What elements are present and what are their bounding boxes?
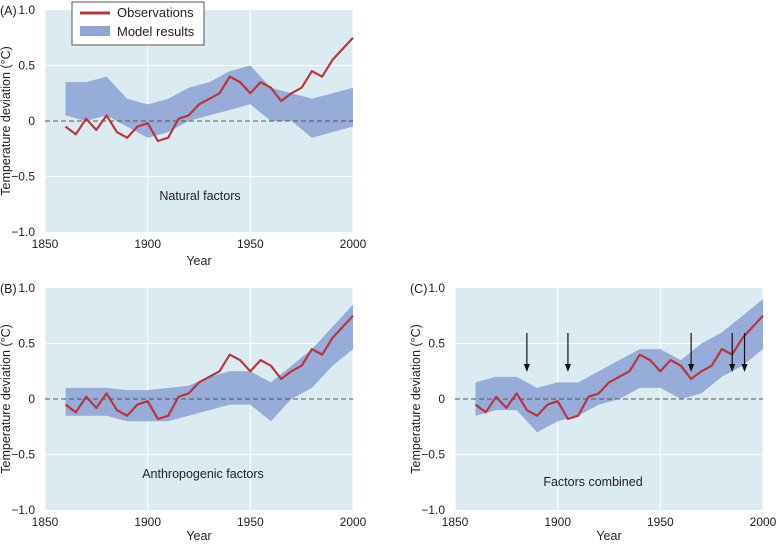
y-tick-label: −0.5 bbox=[421, 448, 445, 462]
observations-line bbox=[64, 37, 354, 143]
legend-box bbox=[71, 1, 205, 46]
x-axis-label: Year bbox=[186, 529, 211, 543]
y-tick-label: −1.0 bbox=[11, 503, 35, 517]
event-arrow bbox=[523, 333, 530, 372]
y-ticks: 1.0 0.5 0 −0.5 −1.0 bbox=[421, 281, 445, 517]
panel-label: (A) bbox=[0, 4, 17, 18]
x-tick-label: 1950 bbox=[647, 515, 674, 529]
y-tick-label: 0.5 bbox=[428, 337, 445, 351]
observations-line-layer bbox=[64, 315, 354, 421]
y-tick-label: −1.0 bbox=[11, 225, 35, 239]
x-tick-label: 1850 bbox=[442, 515, 469, 529]
legend-observations-label: Observations bbox=[117, 5, 194, 20]
x-tick-label: 1850 bbox=[32, 515, 59, 529]
y-tick-label: 1.0 bbox=[428, 281, 445, 295]
x-tick-label: 1900 bbox=[134, 237, 161, 251]
x-ticks: 1850 1900 1950 2000 bbox=[32, 515, 367, 529]
x-tick-label: 2000 bbox=[340, 515, 367, 529]
observations-line bbox=[64, 315, 354, 421]
model-band-layer bbox=[65, 304, 353, 422]
panel-label: (B) bbox=[0, 282, 17, 296]
x-axis-label: Year bbox=[186, 254, 211, 268]
y-tick-label: 0.5 bbox=[18, 59, 35, 73]
event-arrow bbox=[729, 333, 736, 372]
x-tick-label: 1900 bbox=[544, 515, 571, 529]
y-axis-label: Temperature deviation (°C) bbox=[409, 324, 423, 474]
panel-c: 1.0 0.5 0 −0.5 −1.0 1850 1900 1950 2000 Factors… bbox=[409, 281, 777, 543]
y-tick-label: −0.5 bbox=[11, 170, 35, 184]
y-tick-label: 1.0 bbox=[18, 281, 35, 295]
annotation-label: Anthropogenic factors bbox=[142, 467, 264, 481]
x-tick-label: 1850 bbox=[32, 237, 59, 251]
observations-line-layer bbox=[64, 37, 354, 143]
observations-line-layer bbox=[474, 315, 764, 421]
y-ticks: 1.0 0.5 0 −0.5 −1.0 bbox=[11, 281, 35, 517]
arrow-layer bbox=[523, 333, 748, 372]
event-arrow bbox=[564, 333, 571, 372]
panel-b: 1.0 0.5 0 −0.5 −1.0 1850 1900 1950 2000 Anthrop… bbox=[0, 281, 367, 543]
x-tick-label: 2000 bbox=[340, 237, 367, 251]
x-ticks: 1850 1900 1950 2000 bbox=[32, 237, 367, 251]
event-arrow bbox=[688, 333, 695, 372]
y-tick-label: −0.5 bbox=[11, 448, 35, 462]
y-tick-label: 0.5 bbox=[18, 337, 35, 351]
model-band-layer bbox=[65, 65, 353, 138]
y-tick-label: 0 bbox=[28, 114, 35, 128]
x-tick-label: 1950 bbox=[237, 515, 264, 529]
x-ticks: 1850 1900 1950 2000 bbox=[442, 515, 777, 529]
panel-a: 1.0 0.5 0 −0.5 −1.0 1850 1900 1950 2000 Natural… bbox=[0, 3, 367, 268]
y-tick-label: 1.0 bbox=[18, 3, 35, 17]
y-tick-label: 0 bbox=[438, 392, 445, 406]
annotation-label: Natural factors bbox=[159, 189, 240, 203]
y-tick-label: 0 bbox=[28, 392, 35, 406]
legend-model-swatch bbox=[80, 26, 110, 36]
y-tick-label: −1.0 bbox=[421, 503, 445, 517]
legend: Observations Model results bbox=[71, 1, 205, 46]
observations-line bbox=[474, 315, 764, 421]
y-axis-label: Temperature deviation (°C) bbox=[0, 324, 13, 474]
x-tick-label: 2000 bbox=[750, 515, 777, 529]
y-ticks: 1.0 0.5 0 −0.5 −1.0 bbox=[11, 3, 35, 239]
x-tick-label: 1900 bbox=[134, 515, 161, 529]
event-arrow bbox=[741, 333, 748, 372]
model-results-band bbox=[65, 65, 353, 138]
x-axis-label: Year bbox=[596, 529, 621, 543]
x-tick-label: 1950 bbox=[237, 237, 264, 251]
annotation-label: Factors combined bbox=[543, 475, 642, 489]
panel-label: (C) bbox=[410, 282, 427, 296]
legend-model-label: Model results bbox=[117, 24, 195, 39]
model-results-band bbox=[65, 304, 353, 422]
y-axis-label: Temperature deviation (°C) bbox=[0, 46, 13, 196]
